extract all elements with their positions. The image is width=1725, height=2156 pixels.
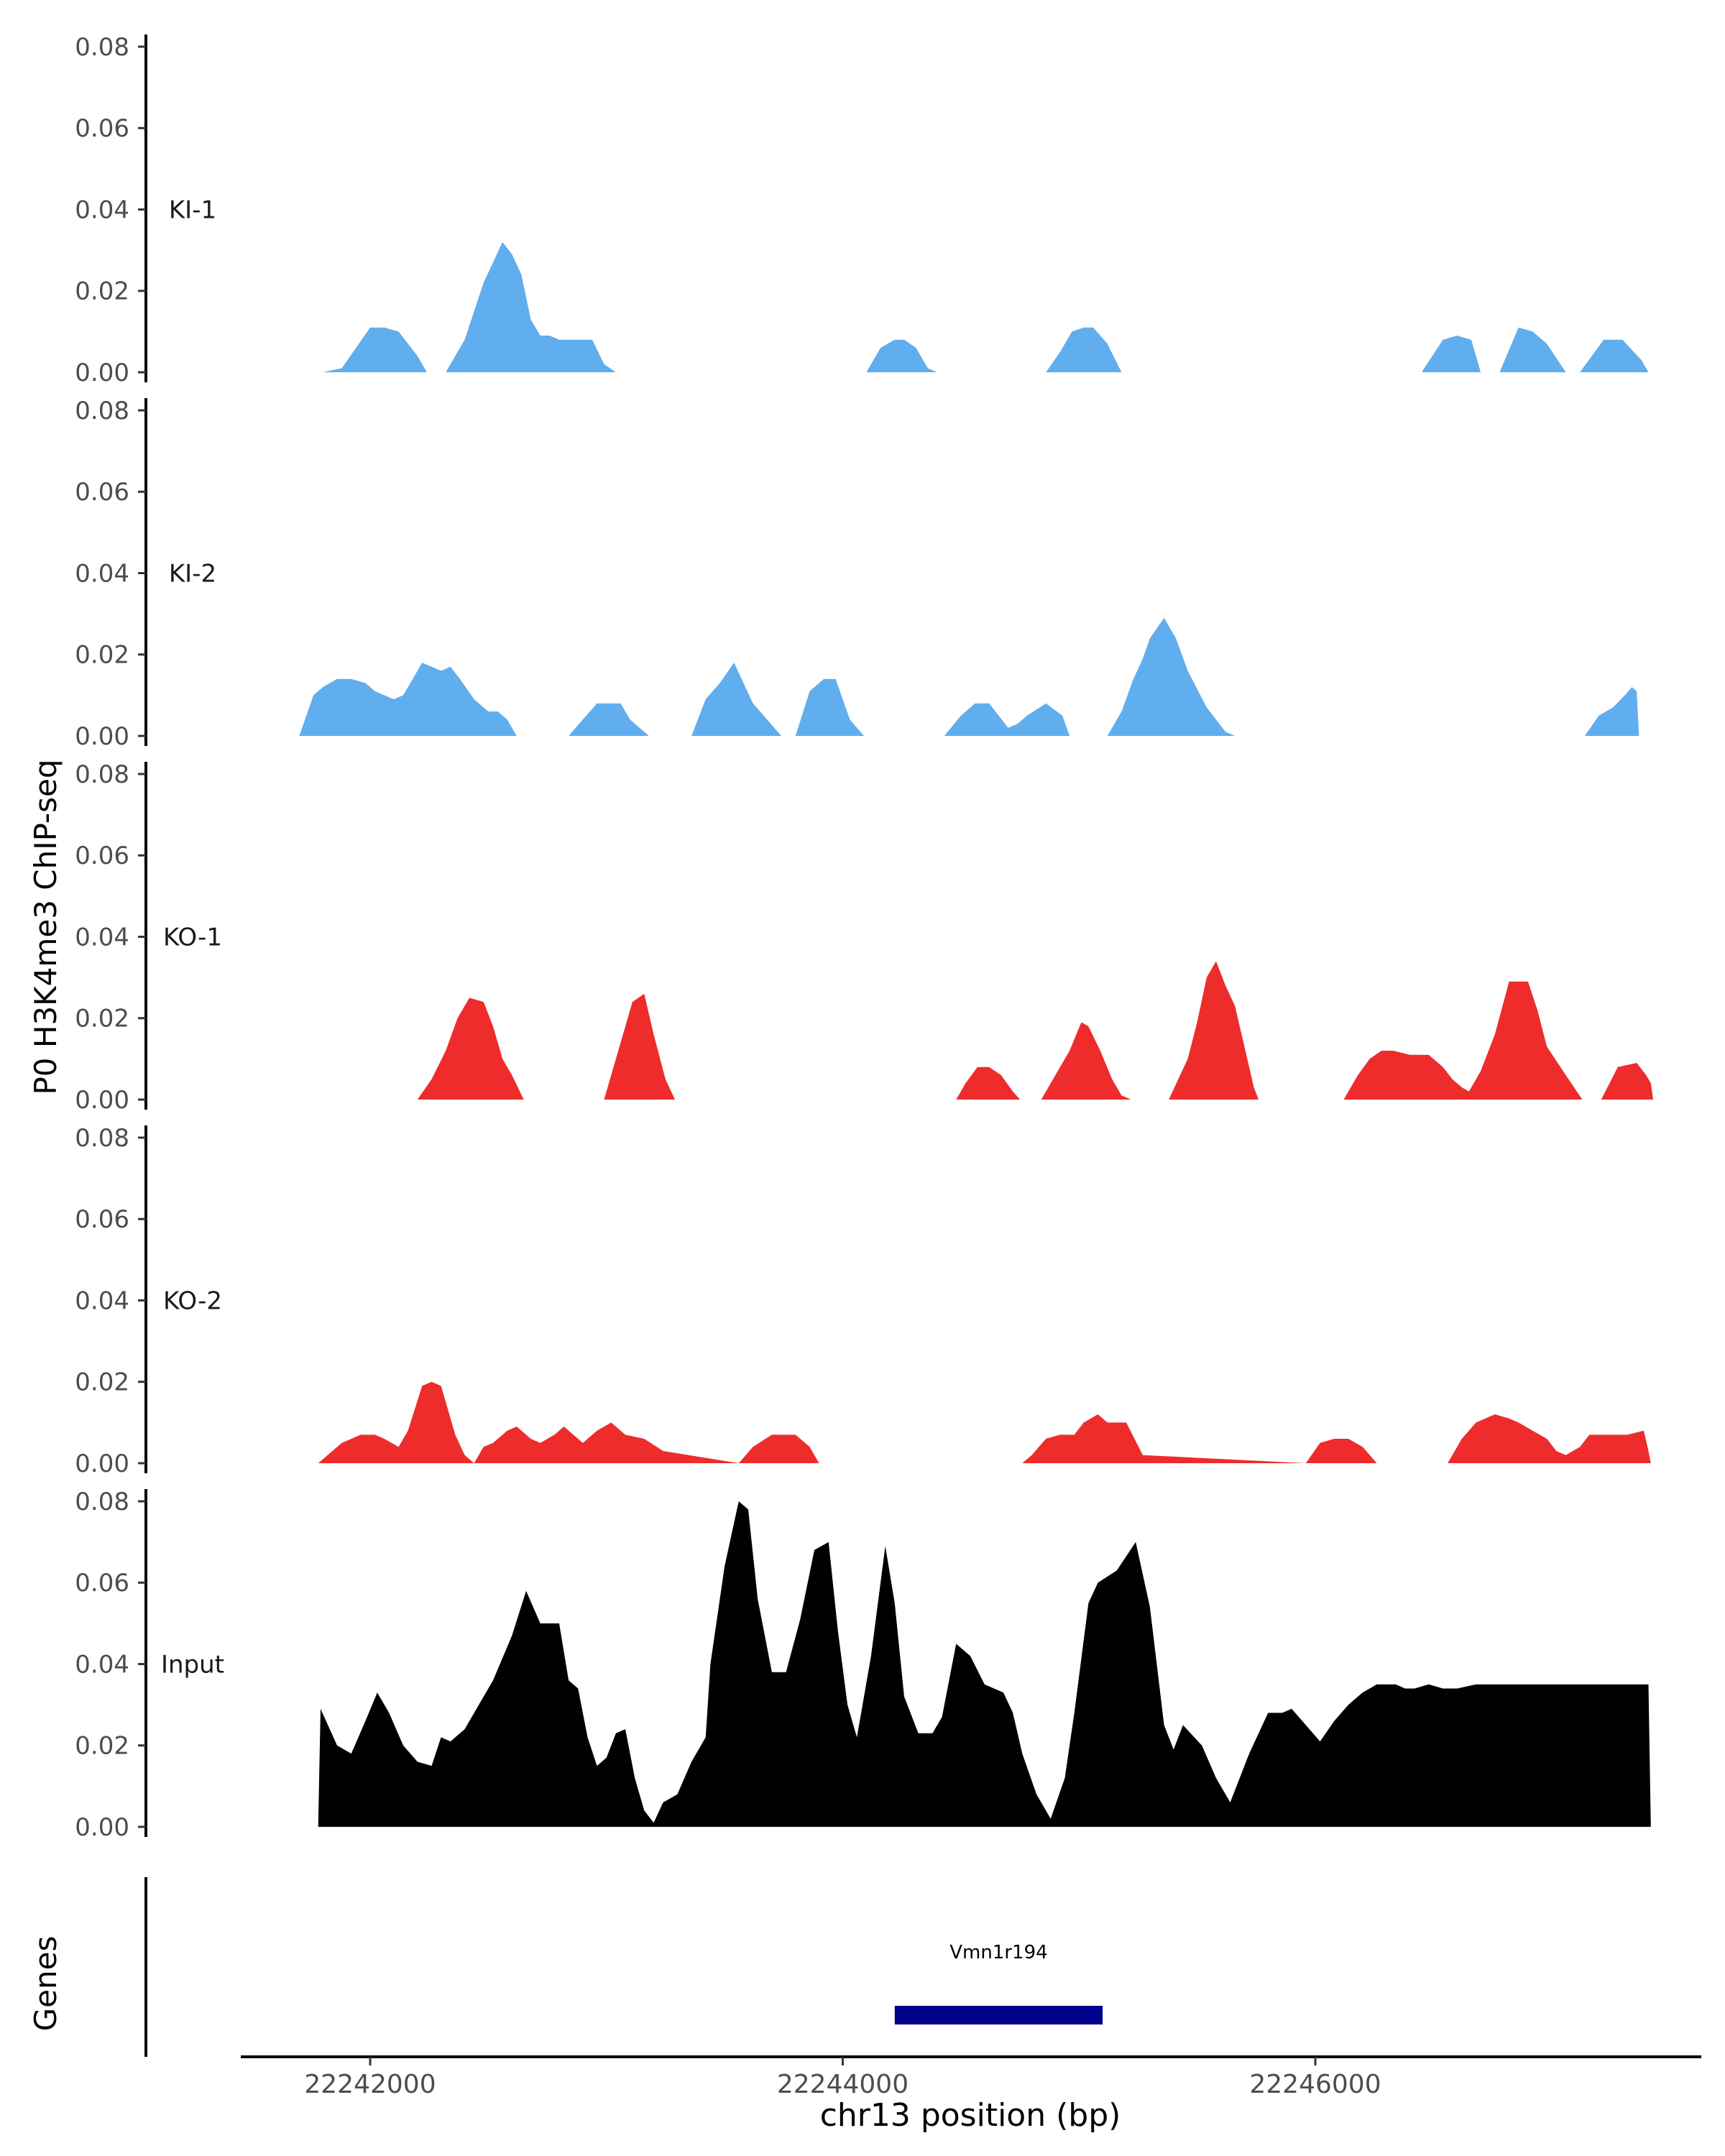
y-tick-label: 0.06	[75, 478, 129, 507]
track-panel-input: 0.00 0.02 0.04 0.06 0.08 Input	[75, 1488, 1651, 1842]
strand-arrow-icon	[895, 2008, 906, 2022]
y-tick-label: 0.08	[75, 760, 129, 789]
track-panel-ko-1: 0.00 0.02 0.04 0.06 0.08 KO-1	[75, 760, 1654, 1115]
x-axis-label: chr13 position (bp)	[820, 2097, 1121, 2134]
coverage-area-ki-2	[299, 617, 1639, 736]
coverage-area-input	[318, 1501, 1651, 1827]
y-tick-label: 0.06	[75, 1205, 129, 1234]
y-tick-label: 0.02	[75, 1005, 129, 1033]
y-tick-label: 0.06	[75, 1569, 129, 1598]
y-tick-label: 0.08	[75, 1488, 129, 1516]
y-tick-label: 0.00	[75, 1450, 129, 1478]
coverage-area-ko-2	[318, 1381, 1651, 1463]
track-panel-ko-2: 0.00 0.02 0.04 0.06 0.08 KO-2	[75, 1124, 1651, 1478]
x-tick-label: 22246000	[1249, 2070, 1381, 2099]
y-tick-label: 0.00	[75, 1086, 129, 1115]
x-tick-label: 22242000	[304, 2070, 436, 2099]
y-tick-label: 0.02	[75, 277, 129, 306]
coverage-area-ko-1	[417, 961, 1654, 1100]
y-tick-label: 0.04	[75, 1286, 129, 1315]
track-label: KI-2	[169, 559, 216, 588]
y-tick-label: 0.06	[75, 842, 129, 870]
y-tick-label: 0.04	[75, 1650, 129, 1679]
track-label: KI-1	[169, 195, 216, 224]
gene-body	[894, 2006, 1103, 2024]
x-tick-label: 22244000	[777, 2070, 908, 2099]
y-tick-label: 0.04	[75, 195, 129, 224]
y-tick-label: 0.02	[75, 1368, 129, 1397]
track-label: KO-1	[163, 923, 222, 952]
y-tick-label: 0.06	[75, 114, 129, 143]
gene-label: Vmn1r194	[949, 1942, 1047, 1963]
y-tick-label: 0.00	[75, 359, 129, 387]
y-tick-label: 0.00	[75, 1813, 129, 1842]
y-tick-label: 0.08	[75, 1124, 129, 1153]
track-panel-ki-1: 0.00 0.02 0.04 0.06 0.08 KI-1	[75, 33, 1649, 387]
track-panel-ki-2: 0.00 0.02 0.04 0.06 0.08 KI-2	[75, 397, 1639, 751]
coverage-area-ki-1	[323, 241, 1649, 372]
y-axis-label: P0 H3K4me3 ChIP-seq	[28, 759, 63, 1095]
track-label: Input	[161, 1650, 224, 1679]
y-tick-label: 0.02	[75, 641, 129, 670]
y-tick-label: 0.02	[75, 1732, 129, 1761]
y-tick-label: 0.08	[75, 397, 129, 425]
y-tick-label: 0.08	[75, 33, 129, 62]
gene-panel: Vmn1r194	[144, 1877, 1103, 2057]
track-label: KO-2	[163, 1286, 222, 1315]
x-axis: 22242000 22244000 22246000	[241, 2055, 1701, 2099]
tracks-group: 0.00 0.02 0.04 0.06 0.08 KI-1 0.00 0.02 0.04 0.06…	[75, 33, 1654, 1842]
genes-axis-label: Genes	[28, 1936, 63, 2032]
y-tick-label: 0.00	[75, 722, 129, 751]
y-tick-label: 0.04	[75, 923, 129, 952]
y-tick-label: 0.04	[75, 559, 129, 588]
